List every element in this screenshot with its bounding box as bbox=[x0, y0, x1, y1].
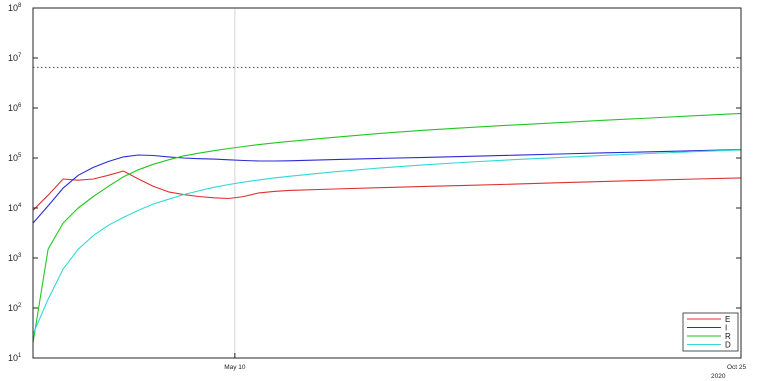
axes-frame bbox=[32, 7, 742, 359]
x-axis-ticks: May 10 Oct 25 bbox=[224, 353, 747, 371]
y-tick-label-1e1: 101 bbox=[8, 353, 22, 363]
y-tick-label-1e6: 106 bbox=[8, 103, 22, 113]
y-tick-label-1e2: 102 bbox=[8, 303, 22, 313]
y-tick-label-1e3: 103 bbox=[8, 253, 22, 263]
series-line-e bbox=[32, 170, 742, 211]
legend-label-e: E bbox=[725, 315, 730, 324]
y-tick-label-1e7: 107 bbox=[8, 53, 22, 63]
plot-area bbox=[33, 8, 741, 358]
series-line-r bbox=[32, 112, 742, 343]
series-line-d bbox=[32, 149, 742, 335]
series-layer bbox=[32, 112, 742, 343]
y-axis-ticks: 101 102 103 104 105 106 107 108 bbox=[8, 3, 741, 363]
x-axis-year-label: 2020 bbox=[711, 373, 726, 380]
legend-label-i: I bbox=[725, 324, 727, 333]
x-tick-label-oct-25: Oct 25 bbox=[727, 364, 747, 371]
y-tick-label-1e4: 104 bbox=[8, 203, 22, 213]
x-tick-label-may-10: May 10 bbox=[224, 364, 246, 371]
y-tick-label-1e8: 108 bbox=[8, 3, 22, 13]
legend-label-r: R bbox=[725, 332, 731, 341]
series-line-i bbox=[32, 148, 742, 224]
y-tick-label-1e5: 105 bbox=[8, 153, 22, 163]
legend-label-d: D bbox=[725, 341, 731, 350]
